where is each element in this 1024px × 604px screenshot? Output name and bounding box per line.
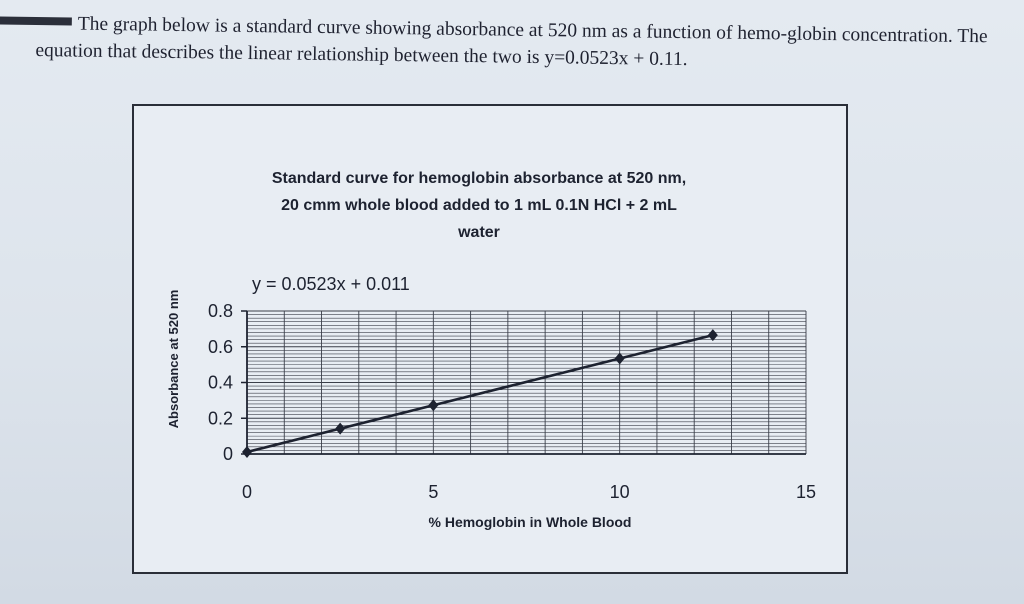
chart-title-line: Standard curve for hemoglobin absorbance… xyxy=(272,170,686,187)
intro-text: The graph below is a standard curve show… xyxy=(35,13,988,71)
x-tick-label: 0 xyxy=(242,482,252,502)
x-tick-label: 10 xyxy=(610,482,630,502)
y-tick-labels: 0 0.2 0.4 0.6 0.8 xyxy=(208,301,233,464)
data-point xyxy=(707,329,718,342)
x-tick-labels: 0 5 10 15 xyxy=(242,482,816,502)
y-axis-label: Absorbance at 520 nm xyxy=(166,290,181,429)
y-tick-label: 0.4 xyxy=(208,373,233,393)
series-line xyxy=(246,333,714,454)
chart-axes xyxy=(241,310,806,455)
x-tick-label: 15 xyxy=(796,482,816,502)
page-marker xyxy=(0,16,72,26)
data-series xyxy=(242,329,718,459)
chart-title-line: water xyxy=(457,224,500,241)
y-tick-label: 0.6 xyxy=(208,337,233,357)
intro-paragraph: The graph below is a standard curve show… xyxy=(0,10,996,77)
y-tick-label: 0.2 xyxy=(208,408,233,428)
chart-title-line: 20 cmm whole blood added to 1 mL 0.1N HC… xyxy=(281,197,677,214)
x-axis-label: % Hemoglobin in Whole Blood xyxy=(429,514,632,530)
y-tick-label: 0.8 xyxy=(208,301,233,321)
data-point xyxy=(428,399,439,412)
chart-grid xyxy=(246,310,807,455)
standard-curve-chart: Standard curve for hemoglobin absorbance… xyxy=(166,170,816,530)
chart-title: Standard curve for hemoglobin absorbance… xyxy=(272,170,686,241)
x-tick-label: 5 xyxy=(428,482,438,502)
data-point xyxy=(242,446,252,459)
y-tick-label: 0 xyxy=(223,444,233,464)
data-point xyxy=(614,352,625,365)
trendline-equation: y = 0.0523x + 0.011 xyxy=(252,274,410,294)
figure-frame: Standard curve for hemoglobin absorbance… xyxy=(132,104,848,574)
data-point xyxy=(335,422,346,435)
